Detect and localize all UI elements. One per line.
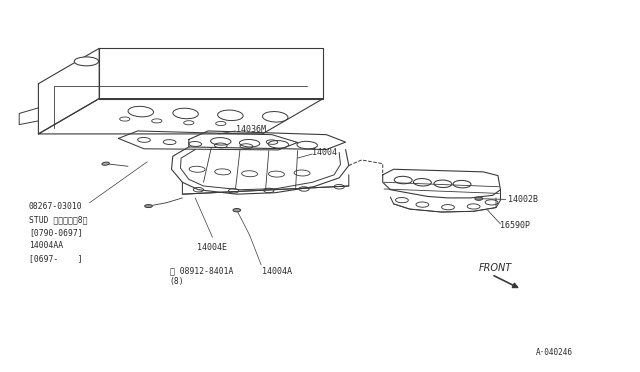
Text: FRONT: FRONT <box>479 263 512 273</box>
Text: ⓝ 08912-8401A: ⓝ 08912-8401A <box>170 266 233 275</box>
Ellipse shape <box>102 162 109 165</box>
Text: A·040246: A·040246 <box>536 348 573 357</box>
Text: (8): (8) <box>170 277 184 286</box>
Text: 14004E: 14004E <box>197 243 227 252</box>
Text: 08267-03010: 08267-03010 <box>29 202 83 211</box>
Ellipse shape <box>145 205 152 208</box>
Text: 16590P: 16590P <box>500 221 531 230</box>
Text: 14004AA: 14004AA <box>29 241 63 250</box>
Text: 14004A: 14004A <box>262 267 292 276</box>
Text: STUD スタッド（8）: STUD スタッド（8） <box>29 215 87 224</box>
Ellipse shape <box>74 57 99 66</box>
Text: 14004: 14004 <box>312 148 337 157</box>
Text: 14002B: 14002B <box>508 195 538 204</box>
Ellipse shape <box>475 197 483 200</box>
Text: [0697-    ]: [0697- ] <box>29 254 83 263</box>
Text: [0790-0697]: [0790-0697] <box>29 228 83 237</box>
Ellipse shape <box>233 208 241 212</box>
Text: 14036M: 14036M <box>236 125 266 134</box>
